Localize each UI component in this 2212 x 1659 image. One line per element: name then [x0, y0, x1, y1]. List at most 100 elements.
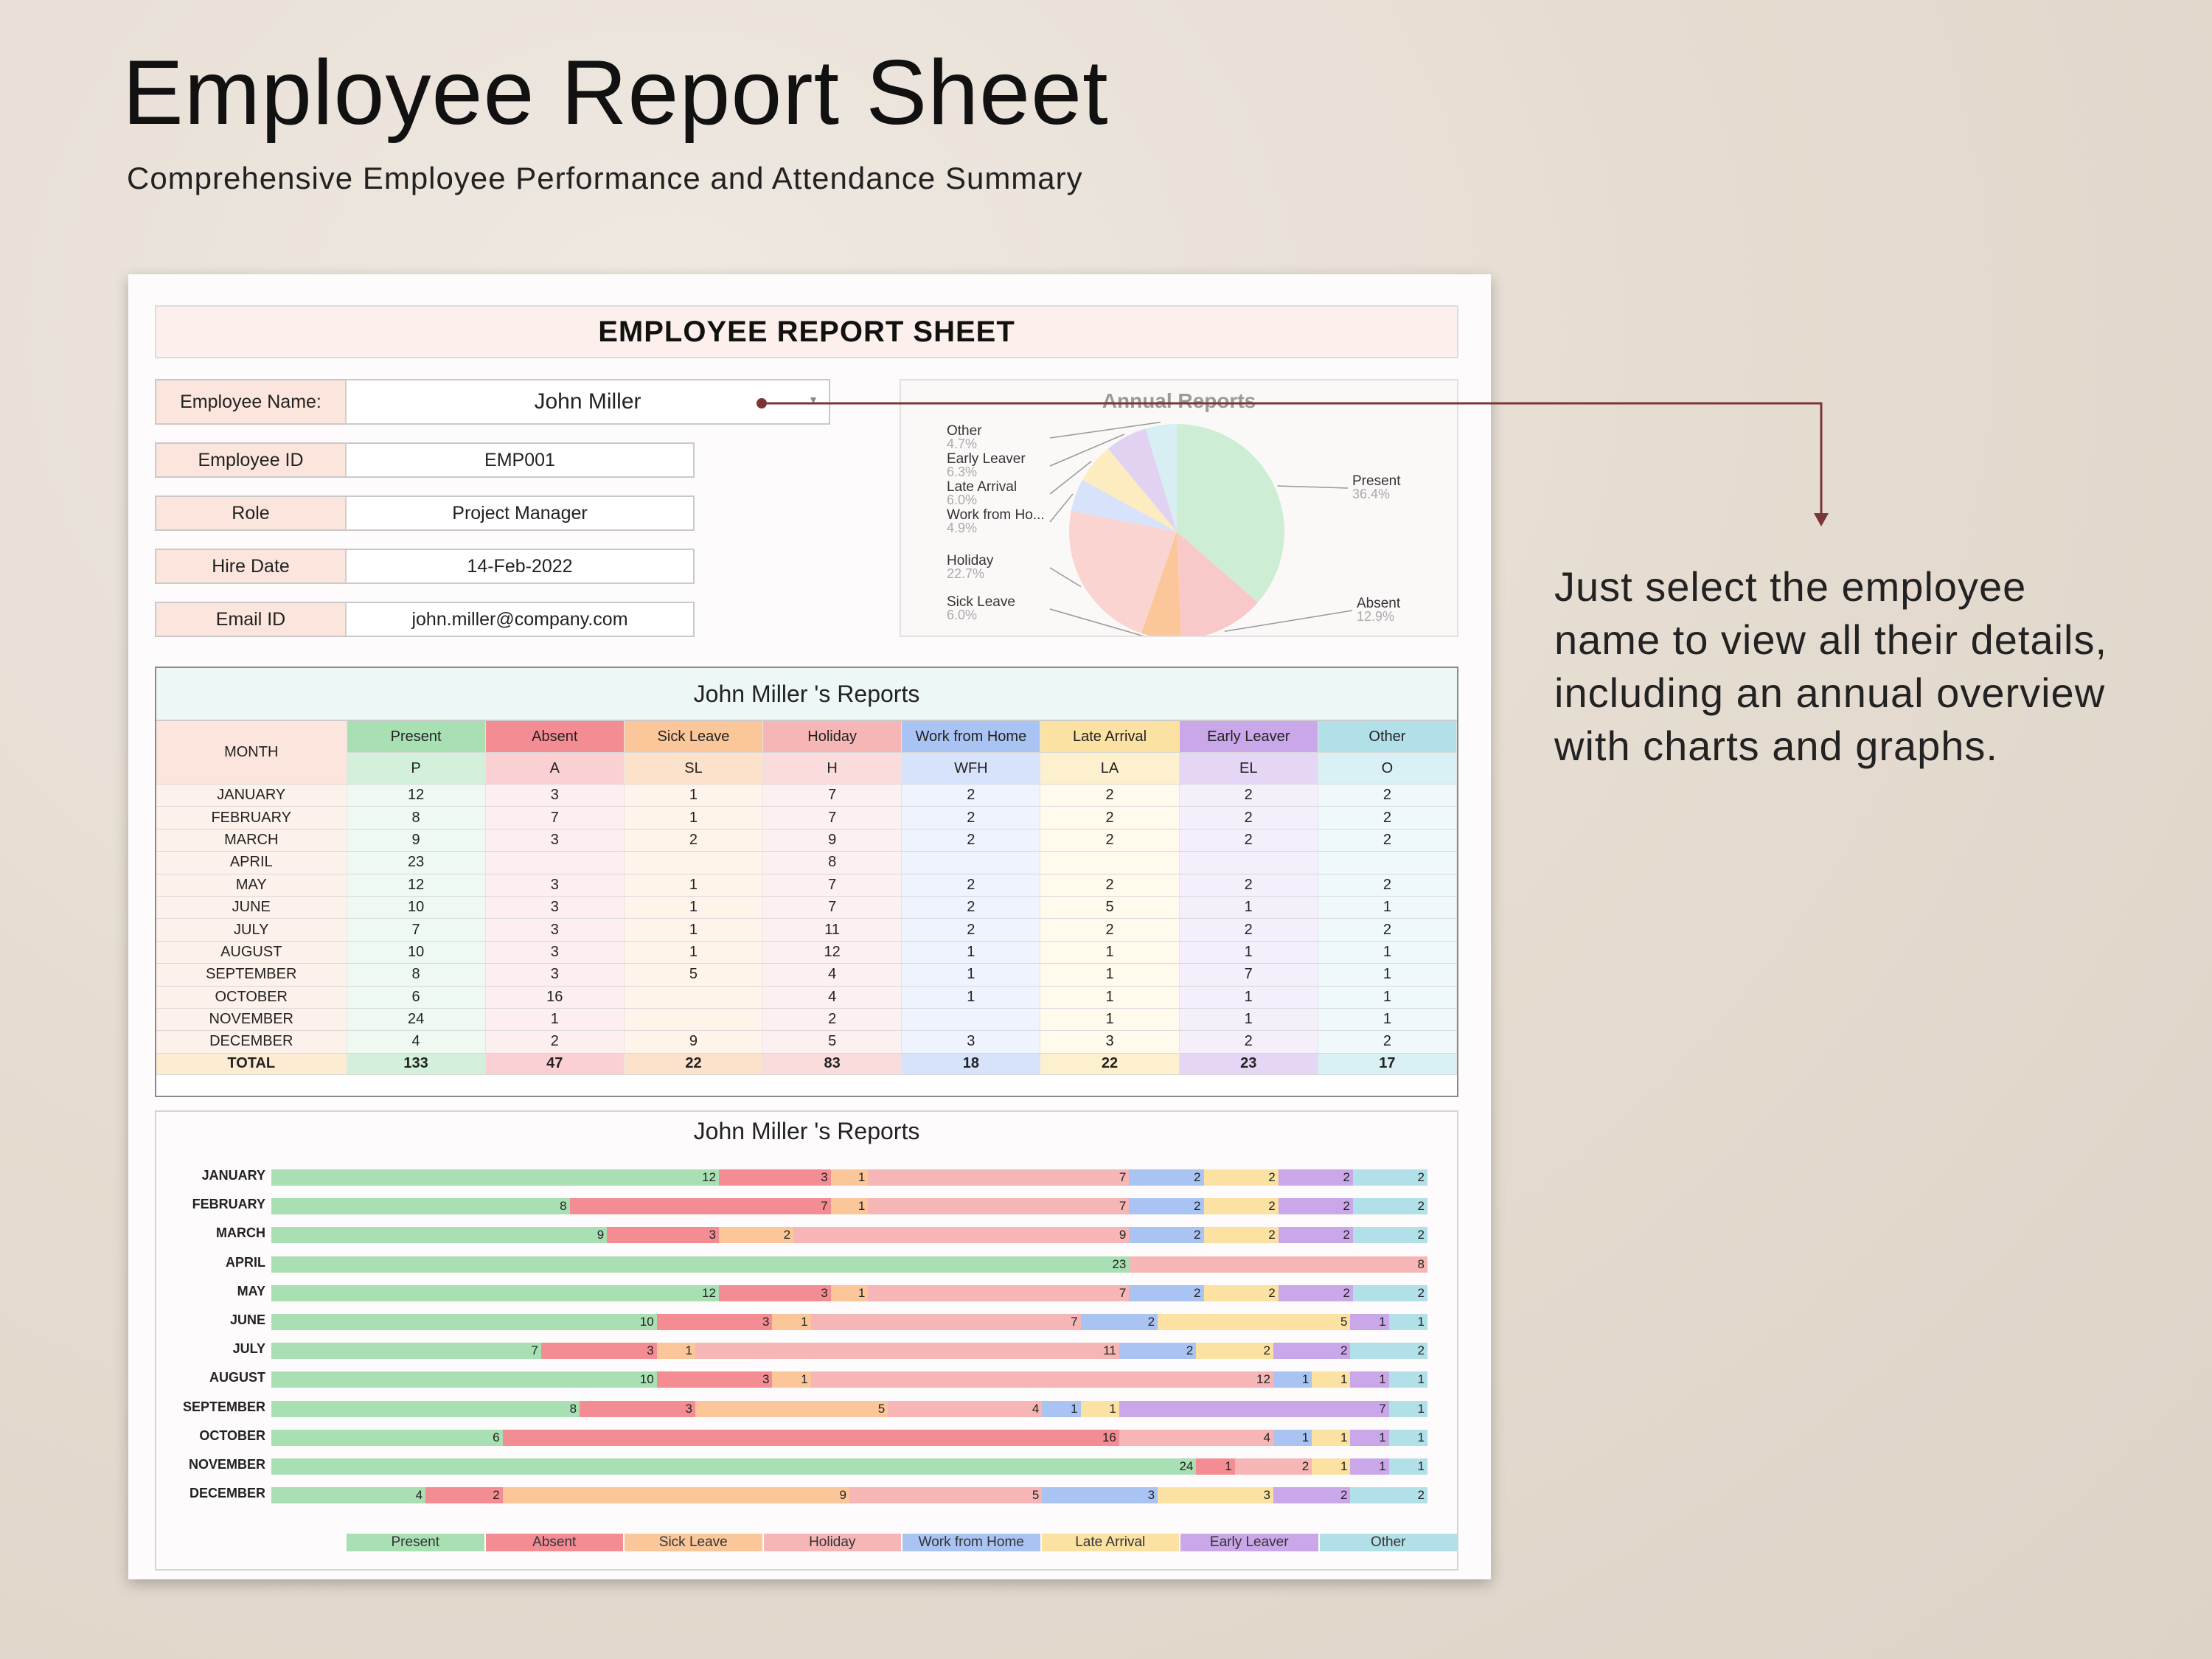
- table-cell[interactable]: 1: [624, 784, 764, 807]
- table-cell[interactable]: 16: [485, 986, 625, 1009]
- email-value[interactable]: john.miller@company.com: [411, 608, 628, 630]
- table-cell[interactable]: 2: [901, 829, 1041, 852]
- table-cell[interactable]: 1: [1318, 986, 1458, 1009]
- table-cell[interactable]: 2: [901, 918, 1041, 942]
- employee-id-value[interactable]: EMP001: [484, 449, 555, 470]
- table-cell[interactable]: 3: [485, 829, 625, 852]
- table-cell[interactable]: 8: [347, 963, 486, 987]
- table-cell[interactable]: 2: [1040, 918, 1180, 942]
- table-cell[interactable]: 10: [347, 896, 486, 919]
- table-cell[interactable]: 1: [1040, 963, 1180, 987]
- table-cell[interactable]: 1: [901, 963, 1041, 987]
- table-cell[interactable]: 3: [485, 918, 625, 942]
- table-cell[interactable]: 1: [1040, 1008, 1180, 1032]
- table-cell[interactable]: 12: [762, 941, 902, 964]
- table-cell[interactable]: 1: [624, 896, 764, 919]
- table-cell[interactable]: 2: [1040, 829, 1180, 852]
- table-cell[interactable]: 3: [485, 963, 625, 987]
- table-cell[interactable]: [1040, 851, 1180, 874]
- employee-name-select[interactable]: John Miller ▼: [347, 380, 829, 423]
- table-cell[interactable]: 1: [485, 1008, 625, 1032]
- table-cell[interactable]: 5: [1040, 896, 1180, 919]
- table-cell[interactable]: 5: [624, 963, 764, 987]
- table-cell[interactable]: 1: [901, 941, 1041, 964]
- table-cell[interactable]: 2: [1179, 806, 1318, 830]
- table-cell[interactable]: 1: [1318, 941, 1458, 964]
- table-cell[interactable]: 8: [347, 806, 486, 830]
- table-cell[interactable]: 1: [1179, 941, 1318, 964]
- table-cell[interactable]: 5: [762, 1030, 902, 1054]
- table-cell[interactable]: 2: [1318, 784, 1458, 807]
- table-cell[interactable]: 1: [1040, 986, 1180, 1009]
- table-cell[interactable]: 3: [901, 1030, 1041, 1054]
- table-cell[interactable]: 10: [347, 941, 486, 964]
- role-value[interactable]: Project Manager: [452, 502, 588, 524]
- table-cell[interactable]: 6: [347, 986, 486, 1009]
- table-cell[interactable]: [624, 851, 764, 874]
- table-cell[interactable]: 8: [762, 851, 902, 874]
- table-cell[interactable]: 3: [485, 941, 625, 964]
- hire-date-value[interactable]: 14-Feb-2022: [467, 555, 573, 577]
- table-cell[interactable]: 9: [762, 829, 902, 852]
- table-cell[interactable]: 2: [1040, 806, 1180, 830]
- table-cell[interactable]: 2: [1179, 874, 1318, 897]
- table-cell[interactable]: 1: [624, 918, 764, 942]
- table-cell[interactable]: 2: [901, 896, 1041, 919]
- table-cell[interactable]: 2: [1179, 918, 1318, 942]
- table-cell[interactable]: 1: [624, 806, 764, 830]
- table-cell[interactable]: 1: [1318, 963, 1458, 987]
- table-cell[interactable]: [624, 986, 764, 1009]
- table-cell[interactable]: 1: [624, 874, 764, 897]
- table-cell[interactable]: 3: [485, 874, 625, 897]
- table-cell[interactable]: 7: [762, 896, 902, 919]
- table-cell[interactable]: 2: [1179, 1030, 1318, 1054]
- table-cell[interactable]: 7: [762, 784, 902, 807]
- table-cell[interactable]: 2: [1318, 829, 1458, 852]
- table-cell[interactable]: 12: [347, 874, 486, 897]
- table-cell[interactable]: 3: [485, 896, 625, 919]
- table-cell[interactable]: 4: [347, 1030, 486, 1054]
- table-cell[interactable]: 4: [762, 963, 902, 987]
- table-cell[interactable]: [901, 851, 1041, 874]
- table-cell[interactable]: 2: [901, 806, 1041, 830]
- table-cell[interactable]: 1: [1179, 896, 1318, 919]
- table-cell[interactable]: [624, 1008, 764, 1032]
- table-cell[interactable]: 2: [901, 784, 1041, 807]
- table-cell[interactable]: 2: [624, 829, 764, 852]
- table-cell[interactable]: 11: [762, 918, 902, 942]
- table-cell[interactable]: 1: [901, 986, 1041, 1009]
- table-cell[interactable]: 1: [1179, 986, 1318, 1009]
- table-cell[interactable]: 3: [1040, 1030, 1180, 1054]
- table-cell[interactable]: 1: [1040, 941, 1180, 964]
- table-cell[interactable]: 24: [347, 1008, 486, 1032]
- table-cell[interactable]: 7: [485, 806, 625, 830]
- table-cell[interactable]: 2: [1040, 874, 1180, 897]
- table-cell[interactable]: [485, 851, 625, 874]
- table-cell[interactable]: 7: [347, 918, 486, 942]
- table-cell[interactable]: 2: [1318, 874, 1458, 897]
- table-cell[interactable]: 4: [762, 986, 902, 1009]
- table-cell[interactable]: 2: [1179, 784, 1318, 807]
- table-cell[interactable]: 2: [1040, 784, 1180, 807]
- table-cell[interactable]: 9: [347, 829, 486, 852]
- table-cell[interactable]: 3: [485, 784, 625, 807]
- table-cell[interactable]: 1: [624, 941, 764, 964]
- table-cell[interactable]: [1318, 851, 1458, 874]
- table-cell[interactable]: 7: [1179, 963, 1318, 987]
- table-cell[interactable]: 2: [485, 1030, 625, 1054]
- table-cell[interactable]: 2: [762, 1008, 902, 1032]
- table-cell[interactable]: 7: [762, 874, 902, 897]
- table-cell[interactable]: 2: [1179, 829, 1318, 852]
- table-cell[interactable]: 2: [901, 874, 1041, 897]
- table-cell[interactable]: 2: [1318, 918, 1458, 942]
- table-cell[interactable]: 2: [1318, 806, 1458, 830]
- table-cell[interactable]: 9: [624, 1030, 764, 1054]
- table-cell[interactable]: [901, 1008, 1041, 1032]
- table-cell[interactable]: 12: [347, 784, 486, 807]
- table-cell[interactable]: 1: [1318, 896, 1458, 919]
- table-cell[interactable]: 1: [1179, 1008, 1318, 1032]
- table-cell[interactable]: 1: [1318, 1008, 1458, 1032]
- table-cell[interactable]: 23: [347, 851, 486, 874]
- table-cell[interactable]: 7: [762, 806, 902, 830]
- table-cell[interactable]: [1179, 851, 1318, 874]
